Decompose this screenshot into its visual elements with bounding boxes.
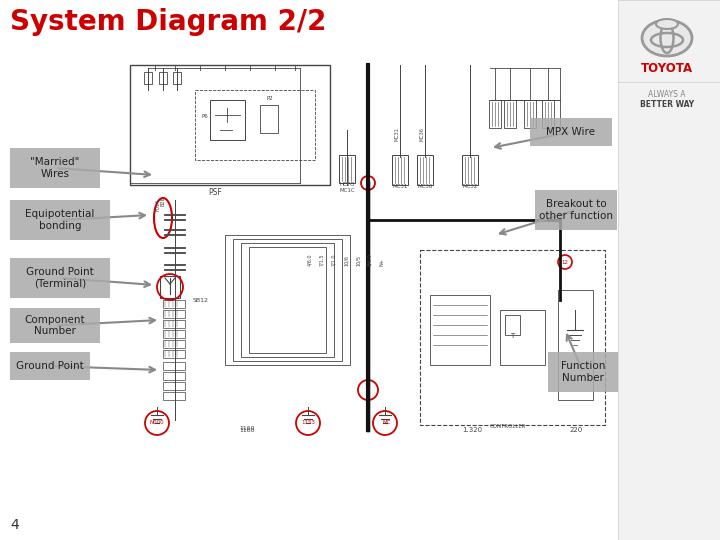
Text: MC1C: MC1C (339, 188, 355, 193)
Text: 7/1.0: 7/1.0 (331, 253, 336, 266)
Bar (160, 276, 180, 298)
Text: TOYOTA: TOYOTA (641, 62, 693, 75)
Bar (130, 65, 330, 185)
Text: 1160: 1160 (239, 428, 255, 433)
Bar (241, 243, 334, 357)
Bar (524, 100, 536, 128)
Bar (505, 315, 520, 335)
Text: 4: 4 (10, 518, 19, 532)
Bar (163, 372, 185, 380)
FancyBboxPatch shape (530, 118, 612, 146)
Text: 1.320: 1.320 (462, 427, 482, 433)
Text: MC32: MC32 (462, 184, 477, 189)
FancyBboxPatch shape (10, 200, 110, 240)
Bar (163, 350, 185, 358)
Text: P2: P2 (266, 96, 274, 101)
Text: B26: B26 (161, 197, 166, 206)
FancyBboxPatch shape (10, 308, 100, 343)
Bar (233, 239, 342, 361)
Bar (618, 0, 720, 540)
Text: Function
Number: Function Number (561, 361, 606, 383)
Circle shape (361, 176, 375, 190)
Text: 220: 220 (570, 427, 582, 433)
Text: Ground Point
(Terminal): Ground Point (Terminal) (26, 267, 94, 289)
Text: ALWAYS A: ALWAYS A (648, 90, 685, 99)
Bar (249, 247, 326, 353)
Text: 10/5: 10/5 (356, 255, 361, 266)
Bar (210, 100, 245, 140)
Text: MPX Wire: MPX Wire (546, 127, 595, 137)
Text: Component
Number: Component Number (24, 315, 85, 336)
Bar (159, 72, 167, 84)
Text: PSF: PSF (208, 188, 222, 197)
Text: P6: P6 (202, 114, 208, 119)
Text: N+: N+ (379, 258, 384, 266)
Text: BETTER WAY: BETTER WAY (640, 100, 694, 109)
Bar (173, 72, 181, 84)
Bar (504, 100, 516, 128)
Bar (163, 362, 185, 370)
Bar (500, 310, 545, 365)
Bar (430, 295, 490, 365)
Text: MC: MC (383, 421, 391, 426)
Bar (489, 100, 501, 128)
FancyBboxPatch shape (535, 190, 617, 230)
Text: N000: N000 (150, 421, 164, 426)
FancyBboxPatch shape (10, 352, 90, 380)
Bar (339, 155, 355, 183)
Bar (163, 320, 185, 328)
Text: Ground Point: Ground Point (16, 361, 84, 371)
Bar (558, 290, 593, 400)
Text: 1160: 1160 (239, 426, 255, 431)
Text: MC36: MC36 (420, 127, 425, 141)
Text: T: T (510, 333, 514, 339)
Circle shape (558, 255, 572, 269)
Text: MC36: MC36 (418, 184, 433, 189)
Text: SB12: SB12 (193, 298, 209, 303)
Text: 12: 12 (562, 260, 569, 265)
Bar (417, 155, 433, 185)
Bar (163, 330, 185, 338)
Bar (144, 72, 152, 84)
Bar (542, 100, 554, 128)
Text: 7/1.5: 7/1.5 (320, 253, 325, 266)
Text: CONTROLLER: CONTROLLER (490, 424, 526, 429)
FancyBboxPatch shape (548, 352, 618, 392)
Bar (225, 235, 350, 365)
Text: 1153: 1153 (301, 421, 315, 426)
Bar (163, 340, 185, 348)
Text: HCTO: HCTO (339, 182, 355, 187)
Text: 4/6.0: 4/6.0 (307, 253, 312, 266)
FancyBboxPatch shape (10, 148, 100, 188)
Text: Breakout to
other function: Breakout to other function (539, 199, 613, 221)
Ellipse shape (656, 19, 678, 29)
Bar (260, 105, 278, 133)
Text: B/6.0: B/6.0 (367, 253, 372, 266)
Text: 10/6: 10/6 (343, 255, 348, 266)
Text: "Married"
Wires: "Married" Wires (30, 157, 80, 179)
Ellipse shape (642, 20, 692, 56)
Bar (195, 90, 315, 160)
Text: F014: F014 (156, 199, 161, 211)
Bar (163, 300, 185, 308)
Text: MC31: MC31 (392, 184, 408, 189)
Bar (392, 155, 408, 185)
Text: Equipotential
bonding: Equipotential bonding (25, 209, 95, 231)
FancyBboxPatch shape (10, 258, 110, 298)
Bar (163, 392, 185, 400)
Bar (420, 250, 605, 425)
Bar (163, 310, 185, 318)
Bar (163, 382, 185, 390)
Text: System Diagram 2/2: System Diagram 2/2 (10, 8, 326, 36)
Text: MC31: MC31 (395, 127, 400, 141)
Bar (462, 155, 478, 185)
